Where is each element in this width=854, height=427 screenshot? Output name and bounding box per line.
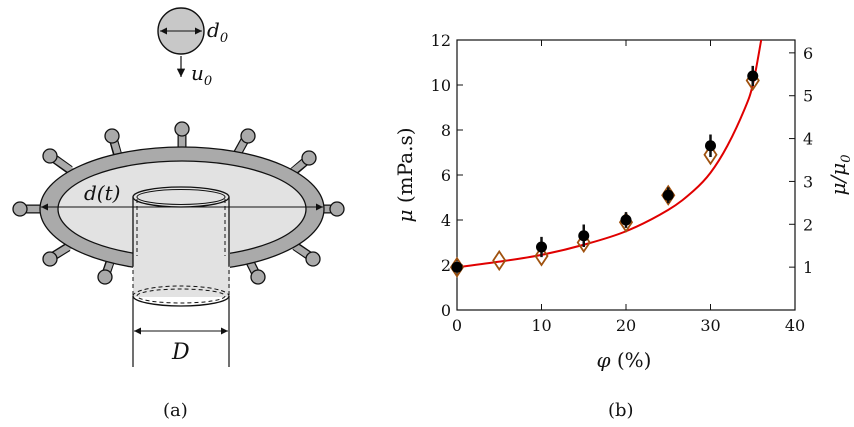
y-tick-label: 8 — [441, 121, 451, 140]
x-tick-label: 20 — [616, 316, 636, 335]
y2-tick-label: 5 — [803, 87, 813, 106]
y2-tick-label: 1 — [803, 258, 813, 277]
dt-label: d(t) — [84, 181, 120, 205]
x-tick-label: 30 — [700, 316, 720, 335]
x-tick-label: 0 — [452, 316, 462, 335]
diamond-point — [703, 144, 718, 166]
y-tick-label: 12 — [431, 31, 451, 50]
panel-a-diagram: d0 u0 — [12, 7, 345, 421]
plot-frame — [456, 39, 796, 311]
y-tick-label: 10 — [431, 76, 451, 95]
y2-tick-label: 3 — [803, 172, 813, 191]
diamond-point — [492, 249, 507, 272]
y2-tick-label: 6 — [803, 44, 813, 63]
y-tick-label: 2 — [441, 256, 451, 275]
circle-point — [536, 241, 547, 253]
circle-point — [662, 189, 674, 201]
droplet — [157, 7, 205, 77]
caption-b: (b) — [608, 400, 634, 421]
circle-point — [578, 230, 590, 242]
u0-label: u0 — [191, 61, 212, 89]
fit-curve — [456, 39, 763, 269]
circle-point — [451, 261, 463, 273]
data-points — [449, 65, 760, 278]
y-tick-label: 6 — [441, 166, 451, 185]
circle-point — [747, 70, 759, 82]
y-tick-label: 0 — [441, 301, 451, 320]
caption-a: (a) — [163, 400, 188, 421]
y2-tick-label: 2 — [803, 215, 813, 234]
circle-point — [705, 140, 716, 152]
y2-tick-label: 4 — [803, 130, 813, 149]
x-axis-label: φ (%) — [597, 348, 652, 372]
x-tick-label: 10 — [531, 316, 551, 335]
d0-label: d0 — [207, 18, 228, 46]
right-axis-label: μ/μ0 — [826, 154, 854, 195]
D-label: D — [171, 340, 190, 365]
y-tick-label: 4 — [441, 211, 451, 230]
diamond-point — [534, 245, 549, 267]
left-axis-label: μ (mPa.s) — [393, 127, 417, 222]
circle-point — [620, 214, 632, 226]
cylinder-hole — [132, 186, 230, 307]
x-tick-label: 40 — [785, 316, 805, 335]
